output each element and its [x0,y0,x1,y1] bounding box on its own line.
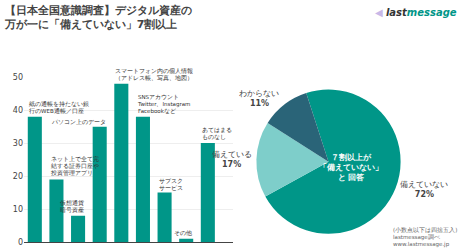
svg-text:わからない11%: わからない11% [239,89,279,108]
svg-text:(小数点以下は四捨五入)lastmessage調べwww.l: (小数点以下は四捨五入)lastmessage調べwww.lastmessage… [393,227,457,248]
svg-text:50: 50 [13,73,23,82]
svg-text:◀ lastmessage: ◀ lastmessage [375,7,457,18]
svg-text:ネット上で全て完結する証券口座や投資管理アプリ: ネット上で全て完結する証券口座や投資管理アプリ [50,155,99,177]
svg-text:サブスクサービス: サブスクサービス [159,177,183,191]
svg-text:パソコン上のデータ: パソコン上のデータ [51,119,106,125]
svg-text:紙の通帳を持たない銀行のWEB通帳／口座: 紙の通帳を持たない銀行のWEB通帳／口座 [29,101,89,115]
svg-text:10: 10 [13,205,23,214]
svg-text:【日本全国意識調査】デジタル資産の万が一に「備えていない」7: 【日本全国意識調査】デジタル資産の万が一に「備えていない」7割以上 [4,4,192,31]
svg-text:20: 20 [13,172,23,181]
svg-text:0: 0 [18,238,23,247]
svg-text:その他: その他 [174,230,192,237]
svg-text:40: 40 [13,106,23,115]
svg-text:30: 30 [13,139,23,148]
svg-text:SNSアカウントTwitter、InstagramFaceb: SNSアカウントTwitter、InstagramFacebookなど [137,94,190,115]
svg-text:備えていない72%: 備えていない72% [400,180,448,199]
svg-text:７割以上が「備えていない」と 回答: ７割以上が「備えていない」と 回答 [319,153,383,182]
svg-text:スマートフォン内の個人情報（アドレス帳、写真、地図）: スマートフォン内の個人情報（アドレス帳、写真、地図） [115,68,193,82]
svg-text:仮想通貨暗号資産: 仮想通貨暗号資産 [59,200,84,214]
svg-text:備えている17%: 備えている17% [212,150,252,169]
svg-text:あてはまるものなし: あてはまるものなし [202,127,232,141]
